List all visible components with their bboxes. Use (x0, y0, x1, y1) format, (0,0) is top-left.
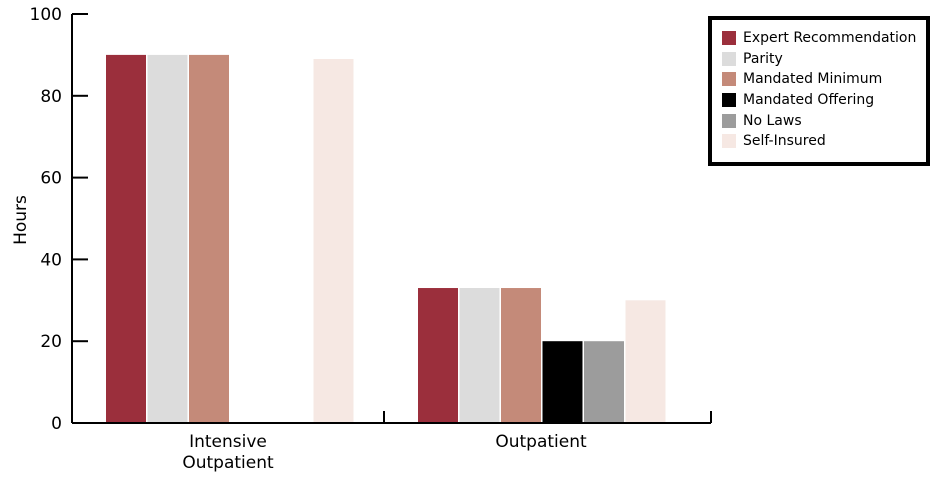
legend-swatch (722, 134, 736, 149)
bar-parity (459, 288, 500, 423)
chart-legend: Expert Recommendation Parity Mandated Mini… (708, 16, 930, 166)
bar-mandated-minimum (501, 288, 541, 423)
y-ticks-group: 0 20 40 60 80 100 (30, 5, 88, 434)
legend-item: Mandated Minimum (722, 69, 926, 90)
y-tick-label: 20 (40, 332, 62, 352)
legend-item: Parity (722, 49, 926, 70)
y-tick-label: 60 (40, 169, 62, 189)
x-tick-label: Outpatient (495, 432, 587, 452)
bar-no-laws (584, 341, 624, 423)
legend-swatch (722, 113, 736, 128)
y-tick-label: 40 (40, 250, 62, 270)
legend-label: Parity (743, 50, 783, 67)
x-ticks-group: Intensive Outpatient Outpatient (182, 411, 712, 473)
legend-item: Mandated Offering (722, 90, 926, 111)
legend-label: Expert Recommendation (743, 30, 917, 47)
bar-expert-recommendation (418, 288, 458, 423)
legend-swatch (722, 72, 736, 87)
y-axis-label: Hours (11, 195, 31, 245)
legend-item: No Laws (722, 110, 926, 131)
legend-label: Mandated Offering (743, 92, 875, 109)
y-tick-label: 0 (51, 414, 62, 434)
x-tick-label: Intensive Outpatient (182, 432, 274, 473)
bar-expert-recommendation (106, 54, 146, 424)
bars-group (106, 54, 666, 424)
bar-self-insured (625, 300, 666, 423)
legend-item: Self-Insured (722, 131, 926, 152)
bar-mandated-offering (542, 341, 583, 423)
bar-parity (147, 54, 188, 424)
legend-label: No Laws (743, 112, 802, 129)
legend-swatch (722, 93, 736, 108)
legend-item: Expert Recommendation (722, 28, 926, 49)
y-tick-label: 80 (40, 87, 62, 107)
bar-self-insured (313, 58, 354, 424)
legend-label: Self-Insured (743, 133, 826, 150)
legend-label: Mandated Minimum (743, 71, 883, 88)
legend-swatch (722, 31, 736, 46)
legend-swatch (722, 51, 736, 66)
bar-mandated-minimum (189, 54, 229, 424)
y-tick-label: 100 (30, 5, 62, 25)
